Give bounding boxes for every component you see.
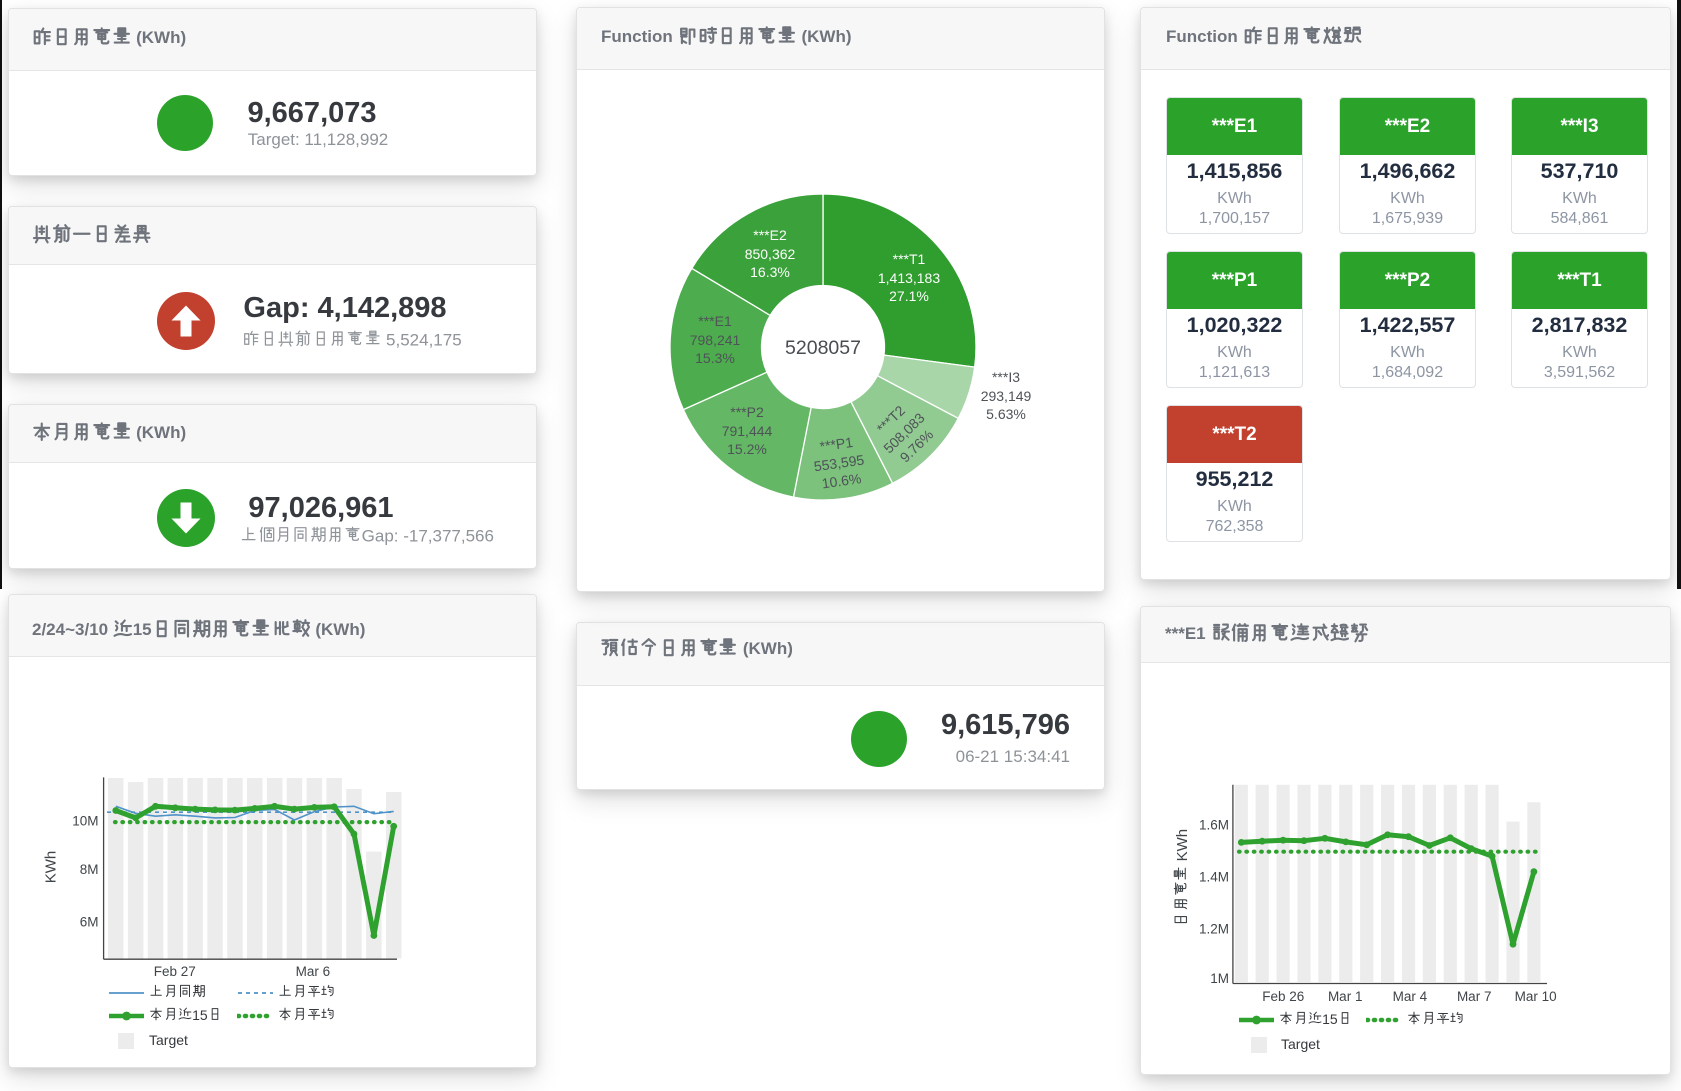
svg-text:1M: 1M [1210,971,1229,986]
svg-text:10M: 10M [72,814,98,829]
svg-text:1.2M: 1.2M [1199,921,1229,936]
svg-text:Mar 1: Mar 1 [1328,989,1363,1004]
svg-text:Mar 4: Mar 4 [1393,989,1428,1004]
svg-text:Feb 27: Feb 27 [154,964,196,979]
svg-text:1.6M: 1.6M [1199,818,1229,833]
svg-text:Feb 26: Feb 26 [1262,989,1304,1004]
svg-text:6M: 6M [80,915,99,930]
svg-text:Mar 10: Mar 10 [1515,989,1557,1004]
svg-text:Mar 7: Mar 7 [1457,989,1492,1004]
svg-text:8M: 8M [80,862,99,877]
svg-text:1.4M: 1.4M [1199,870,1229,885]
svg-text:Mar 6: Mar 6 [296,964,331,979]
